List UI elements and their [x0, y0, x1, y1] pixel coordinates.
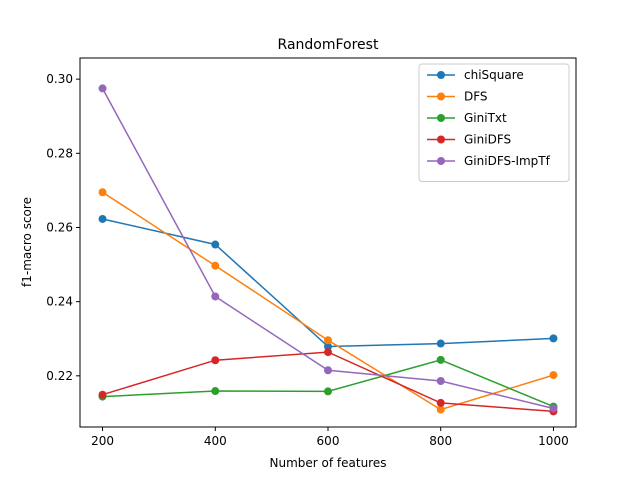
data-point [98, 390, 107, 399]
chart-title: RandomForest [278, 37, 379, 53]
data-point [98, 84, 107, 93]
x-axis: 200 400 600 800 1000 [91, 427, 569, 448]
x-tick-label: 800 [429, 434, 452, 448]
x-tick-label: 1000 [538, 434, 569, 448]
data-point [436, 398, 445, 407]
legend-marker [437, 157, 445, 165]
y-tick-label: 0.24 [46, 295, 73, 309]
legend-item-ginitxt: GiniTxt [427, 111, 507, 125]
legend-label: chiSquare [464, 68, 524, 82]
y-tick-label: 0.22 [46, 369, 73, 383]
x-tick-label: 600 [317, 434, 340, 448]
data-point [549, 334, 558, 343]
data-point [211, 292, 220, 301]
legend-marker [437, 71, 445, 79]
legend-item-ginidfs: GiniDFS [427, 133, 511, 147]
y-axis: 0.22 0.24 0.26 0.28 0.30 [46, 72, 80, 383]
legend-marker [437, 92, 445, 101]
legend-label: GiniTxt [464, 111, 507, 125]
legend-item-ginidfs-imptf: GiniDFS-ImpTf [427, 154, 551, 168]
data-point [211, 261, 220, 270]
series-chisquare [98, 214, 558, 351]
series-layer [98, 84, 558, 416]
legend-label: GiniDFS [464, 133, 511, 147]
x-tick-label: 200 [91, 434, 114, 448]
legend-box [418, 63, 570, 182]
x-axis-label: Number of features [270, 456, 387, 470]
data-point [324, 348, 332, 357]
data-point [98, 188, 107, 197]
data-point [436, 355, 445, 364]
data-point [324, 336, 332, 345]
data-point [436, 339, 445, 348]
legend-marker [437, 114, 445, 122]
legend: chiSquare DFS GiniTxt GiniDFS GiniDFS-ImpTf [418, 63, 570, 182]
series-ginidfs-imptf [98, 84, 558, 413]
series-dfs [98, 188, 558, 414]
legend-label: GiniDFS-ImpTf [464, 154, 551, 168]
legend-item-chisquare: chiSquare [427, 68, 524, 82]
y-axis-label: f1-macro score [20, 197, 34, 287]
data-point [324, 387, 332, 396]
y-tick-label: 0.28 [46, 146, 73, 160]
data-point [549, 404, 558, 413]
data-point [98, 214, 107, 223]
legend-item-dfs: DFS [427, 90, 488, 104]
data-point [324, 342, 332, 351]
y-tick-label: 0.26 [46, 220, 73, 234]
x-tick-label: 400 [204, 434, 227, 448]
data-point [324, 366, 332, 375]
data-point [549, 371, 558, 380]
data-point [436, 377, 445, 386]
legend-marker [437, 135, 445, 144]
y-tick-label: 0.30 [46, 72, 73, 86]
data-point [436, 405, 445, 414]
data-point [211, 240, 220, 249]
legend-label: DFS [464, 90, 488, 104]
data-point [211, 387, 220, 396]
data-point [211, 356, 220, 365]
